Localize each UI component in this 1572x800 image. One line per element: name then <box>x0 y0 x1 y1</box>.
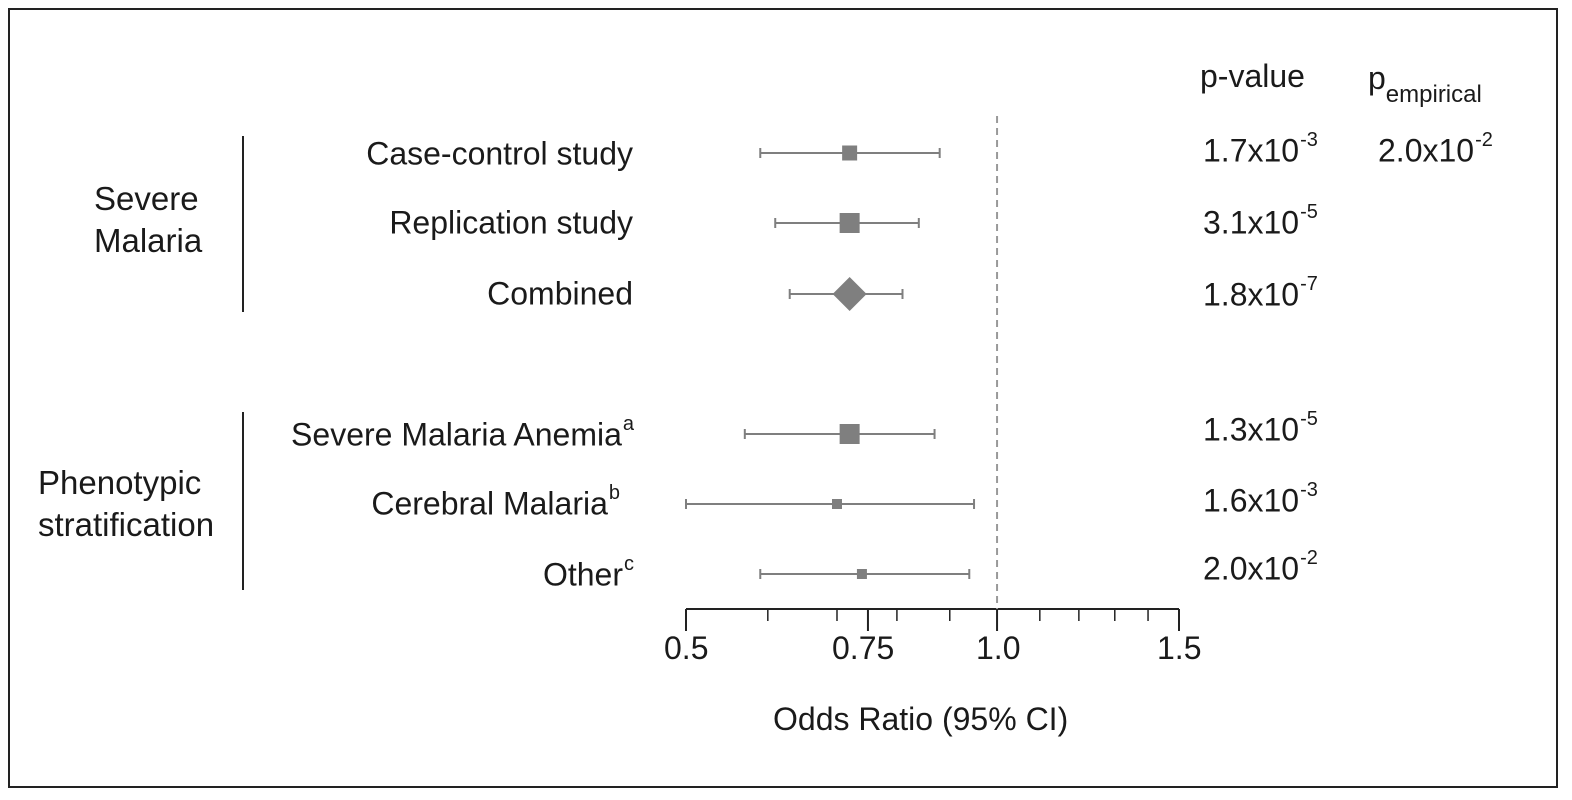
pvalue-base: 1.7x10 <box>1203 132 1300 169</box>
pvalue-base: 1.6x10 <box>1203 482 1300 519</box>
group-label-line: stratification <box>38 506 215 543</box>
group-label-line: Severe <box>94 180 199 217</box>
row-label: Combined <box>487 277 634 310</box>
pvalue-header: p-value <box>1200 58 1305 94</box>
pvalue-base: 2.0x10 <box>1203 550 1300 587</box>
point-estimate-square <box>839 424 860 444</box>
tick-label: 1.0 <box>976 630 1021 666</box>
point-estimate-square <box>856 569 867 579</box>
row-label-text: Severe Malaria Anemia <box>291 416 622 453</box>
pempirical-base: 2.0x10 <box>1378 132 1475 169</box>
row-label-text: Replication study <box>389 204 633 241</box>
pvalue-cell: 2.0x10-2 <box>1203 548 1318 587</box>
pvalue-base: 1.8x10 <box>1203 276 1300 313</box>
point-estimate-diamond <box>832 277 867 311</box>
point-estimate-square <box>831 499 842 509</box>
x-axis-label: Odds Ratio (95% CI) <box>773 701 1069 737</box>
point-estimate-square <box>839 213 860 233</box>
row-label: Severe Malaria Anemiaa <box>291 414 634 453</box>
pvalue-cell: 1.8x10-7 <box>1203 274 1318 313</box>
pvalue-exp: -7 <box>1300 273 1318 295</box>
tick-label: 1.5 <box>1157 630 1202 666</box>
pempirical-header-sub: empirical <box>1385 81 1482 109</box>
point-estimate-square <box>842 145 858 161</box>
pvalue-base: 1.3x10 <box>1203 411 1300 448</box>
group-label-phenotypic: Phenotypic stratification <box>38 462 214 546</box>
pempirical-header-main: p <box>1368 60 1386 96</box>
tick-label: 0.5 <box>664 630 709 666</box>
pempirical-exp: -2 <box>1475 129 1493 151</box>
group-label-line: Phenotypic <box>38 464 202 501</box>
pvalue-exp: -2 <box>1300 547 1318 569</box>
pvalue-cell: 1.7x10-3 <box>1203 130 1318 169</box>
pempirical-header: pempirical <box>1368 60 1482 107</box>
group-label-line: Malaria <box>94 222 203 259</box>
row-label: Case-control study <box>366 137 634 170</box>
pvalue-exp: -5 <box>1300 408 1318 430</box>
row-label: Replication study <box>389 206 634 239</box>
group-bracket-phenotypic <box>242 412 244 590</box>
row-label: Otherc <box>542 554 634 593</box>
group-bracket-severe-malaria <box>242 136 244 312</box>
tick-label: 0.75 <box>832 630 895 666</box>
group-label-severe-malaria: Severe Malaria <box>94 178 202 262</box>
pempirical-cell: 2.0x10-2 <box>1378 130 1493 169</box>
pvalue-exp: -3 <box>1300 129 1318 151</box>
pvalue-exp: -5 <box>1300 201 1318 223</box>
pvalue-cell: 1.3x10-5 <box>1203 409 1318 448</box>
pvalue-cell: 1.6x10-3 <box>1203 480 1318 519</box>
pvalue-cell: 3.1x10-5 <box>1203 202 1318 241</box>
row-label: Cerebral Malariab <box>371 483 620 522</box>
pvalue-exp: -3 <box>1300 479 1318 501</box>
row-label-text: Cerebral Malaria <box>371 485 608 522</box>
row-label-sup: a <box>622 413 634 435</box>
figure-frame <box>8 8 1558 788</box>
row-label-text: Other <box>542 556 623 593</box>
row-label-sup: c <box>624 553 634 575</box>
row-label-text: Case-control study <box>366 135 633 172</box>
row-label-sup: b <box>608 482 620 504</box>
row-label-text: Combined <box>487 275 633 312</box>
pvalue-base: 3.1x10 <box>1203 204 1300 241</box>
